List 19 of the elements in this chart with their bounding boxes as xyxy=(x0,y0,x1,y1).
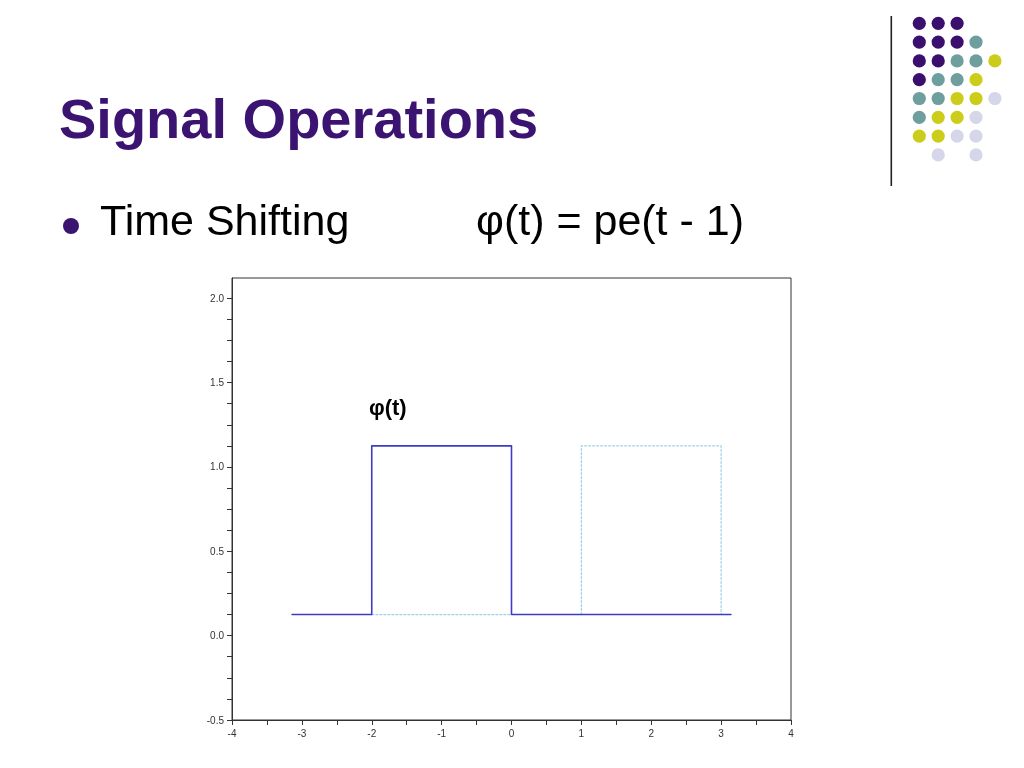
x-tick-label: -1 xyxy=(437,727,447,739)
x-tick-label: -4 xyxy=(227,727,237,739)
x-tick-label: 3 xyxy=(718,727,725,739)
y-tick-label: 0.0 xyxy=(210,630,225,642)
x-tick-label: -2 xyxy=(367,727,377,739)
y-tick-label: 2.0 xyxy=(210,292,225,304)
x-tick-label: 0 xyxy=(508,727,515,739)
text: φ(t) = pe(t - 1) xyxy=(476,196,745,244)
series-label: φ(t) xyxy=(368,395,407,421)
y-tick-label: -0.5 xyxy=(206,714,225,726)
x-tick-label: 4 xyxy=(788,727,795,739)
y-tick-label: 1.5 xyxy=(210,377,225,389)
x-tick-label: 1 xyxy=(578,727,585,739)
x-tick-label: 2 xyxy=(648,727,655,739)
chart-subtitle: Time Shifting xyxy=(100,195,350,245)
y-tick-label: 0.5 xyxy=(210,545,225,557)
chart-title: Signal Operations xyxy=(59,87,539,150)
y-tick-label: 1.0 xyxy=(210,461,225,473)
x-tick-label: -3 xyxy=(297,727,307,739)
